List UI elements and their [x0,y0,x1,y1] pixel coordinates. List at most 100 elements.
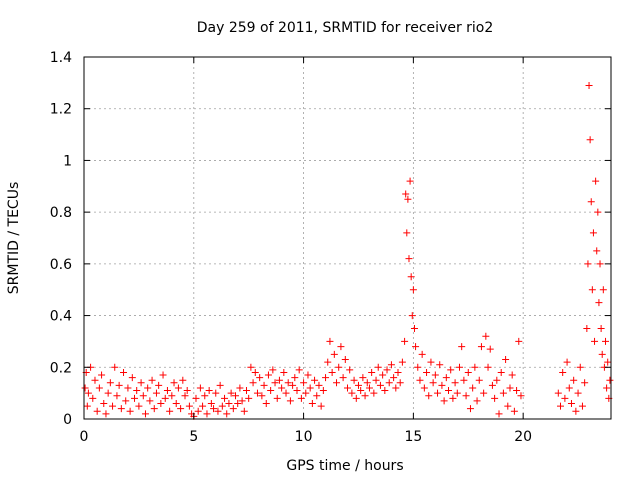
data-point [264,371,272,379]
data-point [330,350,338,358]
data-point [491,394,499,402]
data-point [95,384,103,392]
data-point [436,361,444,369]
data-point [409,286,417,294]
data-point [606,376,614,384]
data-point [210,405,218,413]
data-point [510,407,518,415]
data-point [556,402,564,410]
data-point [141,410,149,418]
data-point [308,399,316,407]
x-tick-label: 5 [189,429,198,445]
data-point [416,376,424,384]
data-point [565,384,573,392]
axis-ticks [83,56,611,420]
data-point [502,356,510,364]
data-point [326,337,334,345]
data-point [376,381,384,389]
data-point [269,366,277,374]
data-point [291,374,299,382]
data-point [174,384,182,392]
data-point [168,392,176,400]
data-point [253,389,261,397]
data-point [201,392,209,400]
data-point [488,381,496,389]
data-point [111,363,119,371]
data-point [289,381,297,389]
data-point [302,389,310,397]
data-point [102,410,110,418]
data-point [306,384,314,392]
data-point [284,379,292,387]
data-point [317,402,325,410]
data-point [124,384,132,392]
data-point [267,387,275,395]
y-tick-label: 1 [63,153,72,169]
data-point [212,389,220,397]
data-point [194,407,202,415]
data-point [258,392,266,400]
data-point [152,389,160,397]
data-point [447,366,455,374]
data-point [234,399,242,407]
data-point [602,337,610,345]
data-point [398,358,406,366]
data-point [322,374,330,382]
data-point [81,384,89,392]
data-point [133,387,141,395]
data-point [120,368,128,376]
data-point [374,363,382,371]
data-point [405,255,413,263]
data-point [109,402,117,410]
data-point [280,368,288,376]
data-point [370,389,378,397]
data-point [423,368,431,376]
data-point [372,376,380,384]
data-point [593,247,601,255]
data-point [584,260,592,268]
data-point [515,337,523,345]
data-point [315,381,323,389]
data-point [567,399,575,407]
data-point [434,389,442,397]
data-point [595,299,603,307]
data-point [242,387,250,395]
data-point [245,394,253,402]
data-point [159,371,167,379]
data-point [229,405,237,413]
y-axis-label: SRMTID / TECUs [6,182,22,295]
data-point [216,381,224,389]
data-point [146,397,154,405]
data-point [594,208,602,216]
data-point [596,260,604,268]
x-tick-label: 0 [80,429,89,445]
data-point [497,368,505,376]
data-point [218,402,226,410]
data-point [333,379,341,387]
y-tick-label: 1.2 [50,102,72,118]
data-point [113,392,121,400]
y-tick-labels: 0 0.2 0.4 0.6 0.8 1 1.2 1.4 [50,50,72,428]
data-point [592,177,600,185]
data-point [100,399,108,407]
data-point [196,384,204,392]
data-point [227,389,235,397]
chart-title: Day 259 of 2011, SRMTID for receiver rio… [197,20,494,36]
data-point [181,392,189,400]
data-point [304,371,312,379]
data-point [603,384,611,392]
data-point [207,399,215,407]
x-axis-label: GPS time / hours [286,458,403,474]
data-point [578,402,586,410]
data-point [585,81,593,89]
x-tick-label: 15 [404,429,422,445]
data-point [431,371,439,379]
x-tick-label: 10 [295,429,313,445]
data-point [466,405,474,413]
data-point [295,366,303,374]
data-point [383,366,391,374]
x-tick-labels: 0 5 10 15 20 [80,429,533,445]
data-point [471,363,479,371]
data-point [404,195,412,203]
data-point [570,376,578,384]
